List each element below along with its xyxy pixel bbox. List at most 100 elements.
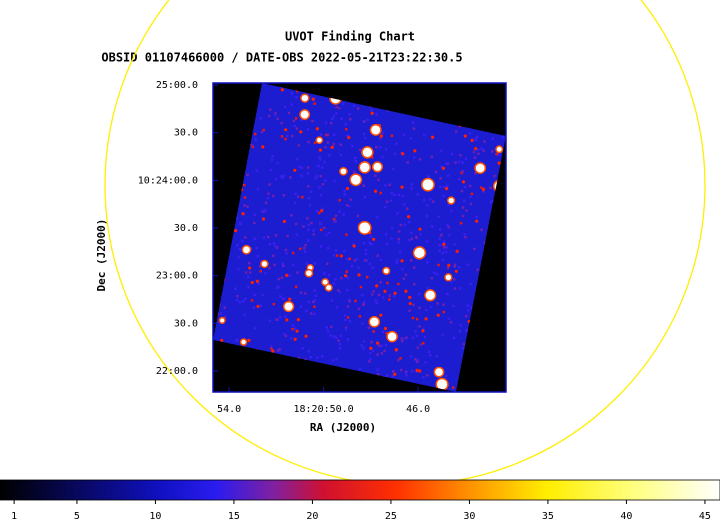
noise-pixel [403, 203, 406, 206]
noise-pixel [474, 137, 478, 140]
noise-pixel [415, 360, 419, 363]
faint-star [284, 128, 288, 132]
noise-pixel [362, 132, 366, 136]
noise-pixel [390, 191, 394, 195]
noise-pixel [417, 292, 421, 296]
noise-pixel [323, 160, 327, 164]
faint-star [497, 161, 501, 165]
noise-pixel [415, 236, 418, 239]
faint-star [444, 187, 449, 191]
noise-pixel [269, 168, 273, 172]
noise-pixel [469, 195, 472, 199]
noise-pixel [358, 367, 362, 370]
noise-pixel [472, 150, 476, 154]
noise-pixel [381, 155, 384, 159]
faint-star [256, 304, 260, 309]
noise-pixel [473, 247, 476, 251]
noise-pixel [411, 336, 415, 339]
noise-pixel [297, 144, 300, 147]
noise-pixel [290, 214, 293, 217]
noise-pixel [364, 248, 368, 252]
noise-pixel [253, 327, 257, 330]
noise-pixel [384, 343, 388, 347]
noise-pixel [244, 271, 248, 274]
noise-pixel [370, 293, 374, 296]
noise-pixel [277, 277, 281, 281]
noise-pixel [357, 307, 361, 310]
noise-pixel [375, 301, 379, 305]
noise-pixel [458, 287, 462, 290]
y-tick-label: 30.0 [174, 128, 198, 139]
noise-pixel [333, 179, 336, 183]
noise-pixel [476, 268, 479, 272]
noise-pixel [334, 278, 337, 281]
noise-pixel [362, 184, 365, 187]
noise-pixel [368, 241, 372, 245]
noise-pixel [497, 153, 500, 156]
noise-pixel [284, 137, 287, 141]
noise-pixel [414, 330, 417, 333]
noise-pixel [434, 170, 438, 174]
faint-star [320, 209, 324, 213]
noise-pixel [303, 246, 306, 250]
noise-pixel [450, 209, 453, 213]
noise-pixel [372, 330, 375, 333]
noise-pixel [307, 196, 311, 200]
noise-pixel [395, 142, 398, 145]
noise-pixel [285, 252, 288, 255]
noise-pixel [401, 340, 404, 343]
noise-pixel [366, 118, 369, 121]
star [387, 332, 397, 341]
noise-pixel [474, 138, 477, 142]
star [435, 368, 443, 376]
noise-pixel [248, 261, 251, 265]
colorbar-tick-label: 15 [228, 511, 240, 521]
noise-pixel [365, 259, 368, 262]
noise-pixel [461, 206, 465, 209]
noise-pixel [369, 235, 373, 238]
noise-pixel [344, 318, 347, 322]
noise-pixel [361, 303, 365, 306]
noise-pixel [257, 282, 261, 285]
faint-star [415, 368, 419, 372]
noise-pixel [337, 339, 340, 342]
chart-title: UVOT Finding Chart [285, 30, 415, 44]
noise-pixel [430, 155, 434, 159]
noise-pixel [278, 348, 281, 351]
noise-pixel [253, 132, 257, 136]
noise-pixel [468, 132, 472, 135]
faint-star [401, 152, 405, 156]
noise-pixel [253, 237, 257, 240]
noise-pixel [437, 215, 441, 219]
star [414, 247, 425, 259]
noise-pixel [289, 337, 293, 340]
noise-pixel [470, 192, 474, 196]
noise-pixel [409, 137, 412, 140]
noise-pixel [252, 306, 256, 309]
noise-pixel [445, 246, 448, 249]
noise-pixel [301, 347, 304, 350]
noise-pixel [459, 324, 463, 327]
noise-pixel [377, 178, 380, 182]
faint-star [475, 219, 479, 223]
noise-pixel [421, 341, 425, 345]
noise-pixel [341, 102, 345, 106]
noise-pixel [308, 204, 312, 207]
noise-pixel [293, 124, 297, 128]
faint-star [393, 291, 397, 295]
noise-pixel [270, 158, 274, 162]
noise-pixel [299, 291, 303, 294]
noise-pixel [384, 184, 387, 187]
x-axis-label: RA (J2000) [310, 421, 376, 434]
noise-pixel [243, 196, 247, 199]
noise-pixel [296, 157, 299, 161]
noise-pixel [272, 242, 276, 245]
faint-star [288, 297, 292, 301]
noise-pixel [296, 271, 299, 274]
faint-star [406, 215, 411, 219]
noise-pixel [332, 115, 335, 118]
noise-pixel [334, 214, 338, 218]
noise-pixel [501, 135, 504, 139]
noise-pixel [249, 247, 253, 250]
noise-pixel [383, 349, 386, 353]
